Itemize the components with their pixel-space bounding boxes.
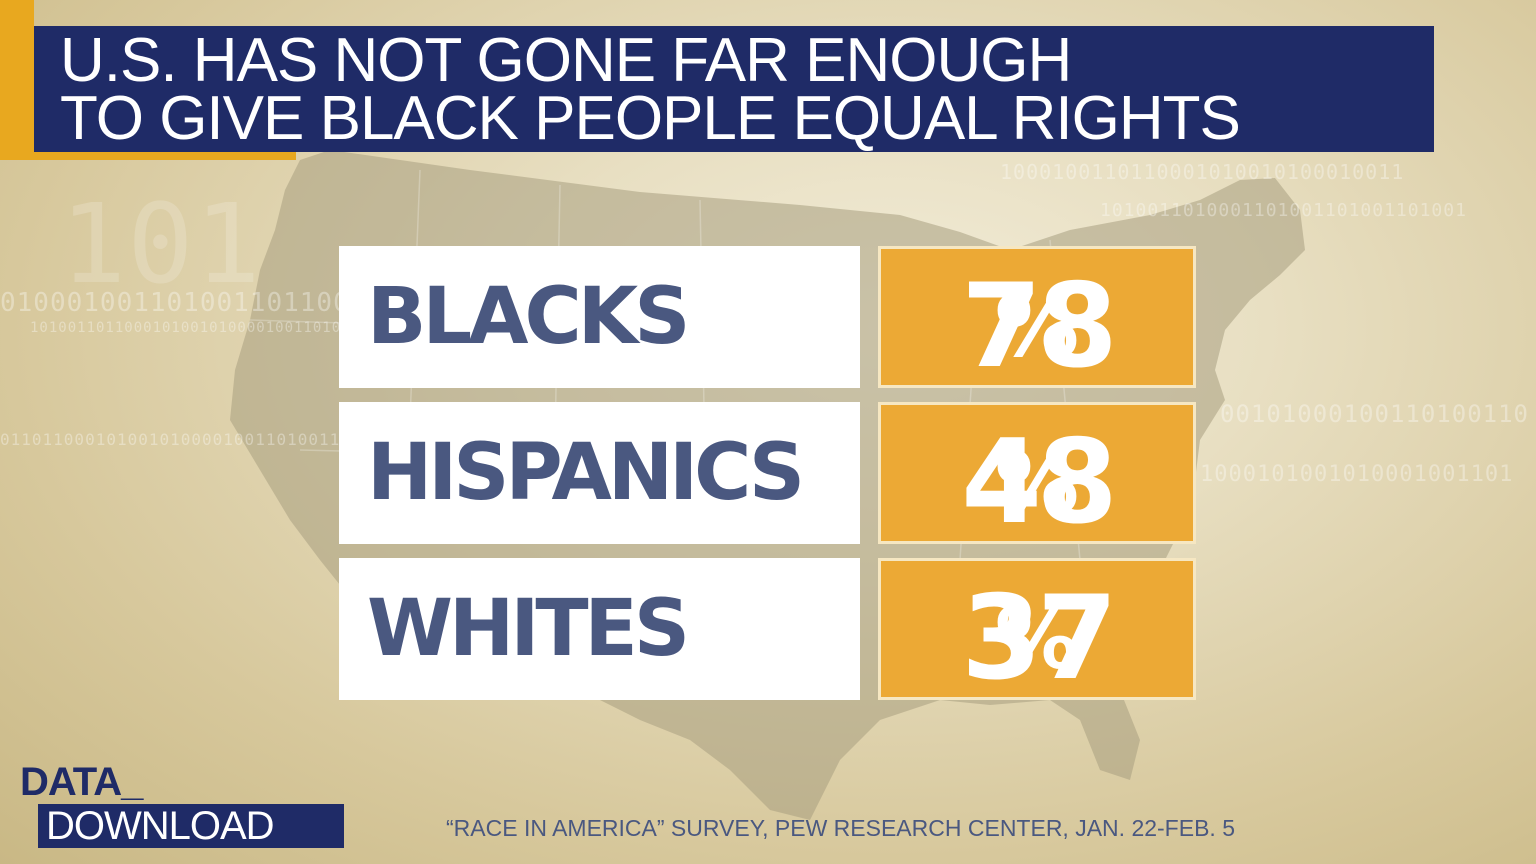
value-suffix: % xyxy=(994,590,1080,688)
accent-bar-left xyxy=(0,0,34,160)
value-suffix: % xyxy=(994,278,1080,376)
value-number: 48 xyxy=(961,415,1117,550)
value-number: 37 xyxy=(961,571,1117,706)
row-label-blacks: BLACKS xyxy=(339,246,860,388)
logo-download-text: DOWNLOAD xyxy=(46,804,275,848)
title-line-1: U.S. HAS NOT GONE FAR ENOUGH xyxy=(60,26,1072,95)
accent-bar-bottom xyxy=(0,152,296,160)
binary-decoration: 1000100110110001010010100010011 xyxy=(1000,160,1405,184)
binary-decoration: 101 xyxy=(60,180,262,308)
value-number: 78 xyxy=(961,259,1117,394)
title-line-2: TO GIVE BLACK PEOPLE EQUAL RIGHTS xyxy=(60,84,1241,153)
binary-decoration: 00101000100110100110 xyxy=(1220,400,1529,428)
row-label-hispanics: HISPANICS xyxy=(339,402,860,544)
row-value-blacks: 78% xyxy=(878,246,1196,394)
binary-decoration: 1010011010001101001101001101001 xyxy=(1100,200,1467,221)
binary-decoration: 1000101001010001001101 xyxy=(1200,462,1514,487)
binary-decoration: 010001001101001101100 xyxy=(0,288,350,318)
logo-download-box: DOWNLOAD xyxy=(38,804,344,848)
row-label-text: BLACKS xyxy=(367,272,690,362)
row-label-text: WHITES xyxy=(367,584,690,674)
row-label-text: HISPANICS xyxy=(367,428,805,518)
binary-decoration: 1010011011000101001010000100110100 xyxy=(30,320,351,336)
row-label-whites: WHITES xyxy=(339,558,860,700)
title-banner: U.S. HAS NOT GONE FAR ENOUGH TO GIVE BLA… xyxy=(34,26,1434,152)
binary-decoration: 0110110001010010100001001101001101100010 xyxy=(0,430,426,449)
row-value-hispanics: 48% xyxy=(878,402,1196,550)
row-value-whites: 37% xyxy=(878,558,1196,706)
value-suffix: % xyxy=(994,434,1080,532)
logo-data-text: DATA_ xyxy=(20,760,143,804)
source-note: “RACE IN AMERICA” SURVEY, PEW RESEARCH C… xyxy=(446,815,1235,841)
